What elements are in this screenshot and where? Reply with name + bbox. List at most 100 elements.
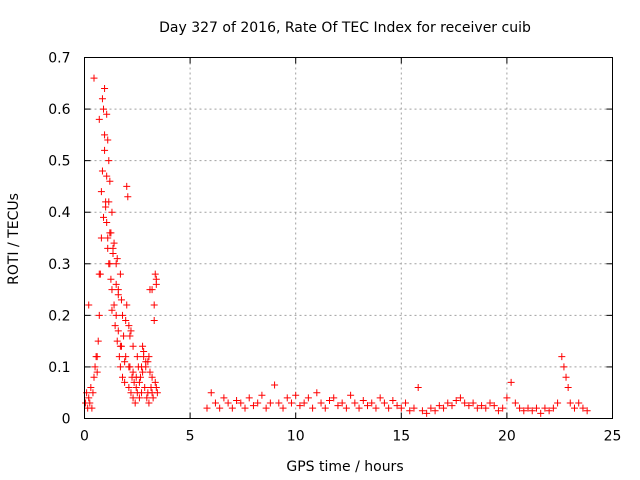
data-point xyxy=(141,384,149,392)
y-tick-label: 0.5 xyxy=(48,154,70,170)
data-point xyxy=(321,404,329,412)
data-point xyxy=(423,409,431,417)
data-point xyxy=(397,404,405,412)
data-point xyxy=(262,404,270,412)
data-point xyxy=(444,399,452,407)
data-point xyxy=(440,404,448,412)
data-point xyxy=(110,239,118,247)
data-point xyxy=(116,363,124,371)
data-point xyxy=(97,234,105,242)
data-point xyxy=(148,389,156,397)
data-point xyxy=(368,399,376,407)
data-point xyxy=(106,260,114,268)
data-point xyxy=(103,219,111,227)
data-point xyxy=(125,322,133,330)
data-point xyxy=(228,404,236,412)
data-point xyxy=(101,84,109,92)
data-point xyxy=(112,260,120,268)
data-point xyxy=(121,358,129,366)
data-point xyxy=(144,358,152,366)
data-point xyxy=(575,399,583,407)
data-point xyxy=(112,311,120,319)
y-axis-label: ROTI / TECUs xyxy=(6,193,22,285)
data-point xyxy=(461,399,469,407)
data-point xyxy=(100,213,108,221)
data-point xyxy=(148,373,156,381)
x-tick-label: 20 xyxy=(498,429,516,445)
data-point xyxy=(254,399,262,407)
data-point xyxy=(109,244,117,252)
data-point xyxy=(532,404,540,412)
data-point xyxy=(114,291,122,299)
data-point xyxy=(330,394,338,402)
data-point xyxy=(95,270,103,278)
y-tick-label: 0.4 xyxy=(48,205,70,221)
data-point xyxy=(151,378,159,386)
data-point xyxy=(138,363,146,371)
data-point xyxy=(108,208,116,216)
data-point xyxy=(104,234,112,242)
data-point xyxy=(325,396,333,404)
data-point xyxy=(435,402,443,410)
data-point xyxy=(564,384,572,392)
data-point xyxy=(131,399,139,407)
data-point xyxy=(122,353,130,361)
data-point xyxy=(95,115,103,123)
data-point xyxy=(129,368,137,376)
data-point xyxy=(91,363,99,371)
data-point xyxy=(452,396,460,404)
data-point xyxy=(119,373,127,381)
data-point xyxy=(478,402,486,410)
data-point xyxy=(129,394,137,402)
data-point xyxy=(545,407,553,415)
data-point xyxy=(560,363,568,371)
data-point xyxy=(418,407,426,415)
data-point xyxy=(473,404,481,412)
x-tick-label: 15 xyxy=(392,429,410,445)
y-tick-label: 0.1 xyxy=(48,360,70,376)
data-point xyxy=(245,394,253,402)
data-point xyxy=(93,353,101,361)
data-point xyxy=(431,407,439,415)
data-point xyxy=(129,342,137,350)
data-point xyxy=(524,404,532,412)
data-point xyxy=(406,407,414,415)
data-point xyxy=(402,399,410,407)
data-point xyxy=(148,286,156,294)
grid xyxy=(84,57,613,419)
data-point xyxy=(566,399,574,407)
data-point xyxy=(124,193,132,201)
data-point xyxy=(105,198,113,206)
data-point xyxy=(103,110,111,118)
data-point xyxy=(117,296,125,304)
data-point xyxy=(149,394,157,402)
data-point xyxy=(152,275,160,283)
data-point xyxy=(123,182,131,190)
data-point xyxy=(139,368,147,376)
data-point xyxy=(410,404,418,412)
data-point xyxy=(279,404,287,412)
data-point xyxy=(562,373,570,381)
data-point xyxy=(102,203,110,211)
data-point xyxy=(90,74,98,82)
data-point xyxy=(150,301,158,309)
data-point xyxy=(355,404,363,412)
data-point xyxy=(300,399,308,407)
data-point xyxy=(97,188,105,196)
data-point xyxy=(98,167,106,175)
data-point xyxy=(554,399,562,407)
data-point xyxy=(465,402,473,410)
data-point xyxy=(135,378,143,386)
data-point xyxy=(558,353,566,361)
y-tick-label: 0.6 xyxy=(48,102,70,118)
data-point xyxy=(507,378,515,386)
data-point xyxy=(113,255,121,263)
data-point xyxy=(139,342,147,350)
data-point xyxy=(207,389,215,397)
data-point xyxy=(380,399,388,407)
data-point xyxy=(292,391,300,399)
data-point xyxy=(116,342,124,350)
data-point xyxy=(241,404,249,412)
data-point xyxy=(486,399,494,407)
data-point xyxy=(113,337,121,345)
